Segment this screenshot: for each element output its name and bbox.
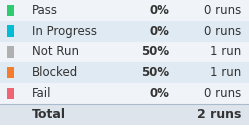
FancyBboxPatch shape <box>7 88 14 99</box>
Text: 50%: 50% <box>141 66 169 79</box>
Text: Pass: Pass <box>32 4 58 17</box>
FancyBboxPatch shape <box>7 5 14 16</box>
Text: Total: Total <box>32 108 66 121</box>
FancyBboxPatch shape <box>0 104 249 125</box>
FancyBboxPatch shape <box>0 62 249 83</box>
Text: 0 runs: 0 runs <box>204 25 242 38</box>
FancyBboxPatch shape <box>7 46 14 58</box>
FancyBboxPatch shape <box>0 21 249 42</box>
Text: 0%: 0% <box>149 25 169 38</box>
Text: 0%: 0% <box>149 4 169 17</box>
FancyBboxPatch shape <box>0 42 249 62</box>
Text: 1 run: 1 run <box>210 45 242 58</box>
FancyBboxPatch shape <box>7 26 14 37</box>
Text: 50%: 50% <box>141 45 169 58</box>
FancyBboxPatch shape <box>0 0 249 21</box>
Text: In Progress: In Progress <box>32 25 97 38</box>
FancyBboxPatch shape <box>7 67 14 78</box>
Text: 0 runs: 0 runs <box>204 4 242 17</box>
Text: Blocked: Blocked <box>32 66 79 79</box>
FancyBboxPatch shape <box>0 83 249 104</box>
Text: Not Run: Not Run <box>32 45 79 58</box>
Text: 0 runs: 0 runs <box>204 87 242 100</box>
Text: 0%: 0% <box>149 87 169 100</box>
Text: Fail: Fail <box>32 87 52 100</box>
Text: 2 runs: 2 runs <box>197 108 242 121</box>
Text: 1 run: 1 run <box>210 66 242 79</box>
